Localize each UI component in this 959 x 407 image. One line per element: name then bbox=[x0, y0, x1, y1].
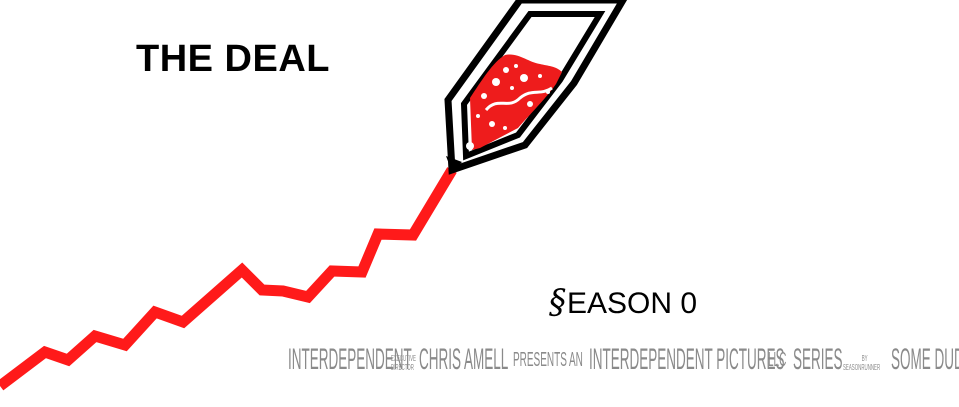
section-symbol: § bbox=[549, 282, 566, 322]
credit-studio: INTERDEPENDENT PICTURES bbox=[589, 343, 785, 376]
season-label: § EASON 0 bbox=[549, 285, 697, 319]
credit-showrunner: SOME DUDE bbox=[891, 343, 959, 376]
credit-seasonrunner: BY SEASONRUNNER bbox=[843, 354, 881, 372]
credit-llc: LLC bbox=[768, 348, 787, 371]
rising-graph-line bbox=[0, 167, 457, 391]
credits-line: INTERDEPENDENT EXECUTIVE DIRECTOR CHRIS A… bbox=[288, 344, 959, 376]
credit-company: INTERDEPENDENT bbox=[288, 343, 412, 376]
credit-role: EXECUTIVE DIRECTOR bbox=[391, 354, 416, 372]
credit-presents: PRESENTS bbox=[513, 348, 567, 371]
credit-series: SERIES bbox=[793, 343, 843, 376]
credit-an: AN bbox=[569, 348, 583, 371]
fountain-pen-icon bbox=[444, 0, 628, 175]
season-text: EASON 0 bbox=[567, 287, 698, 320]
show-title: THE DEAL bbox=[136, 38, 330, 80]
credit-director: CHRIS AMELL bbox=[419, 343, 509, 376]
